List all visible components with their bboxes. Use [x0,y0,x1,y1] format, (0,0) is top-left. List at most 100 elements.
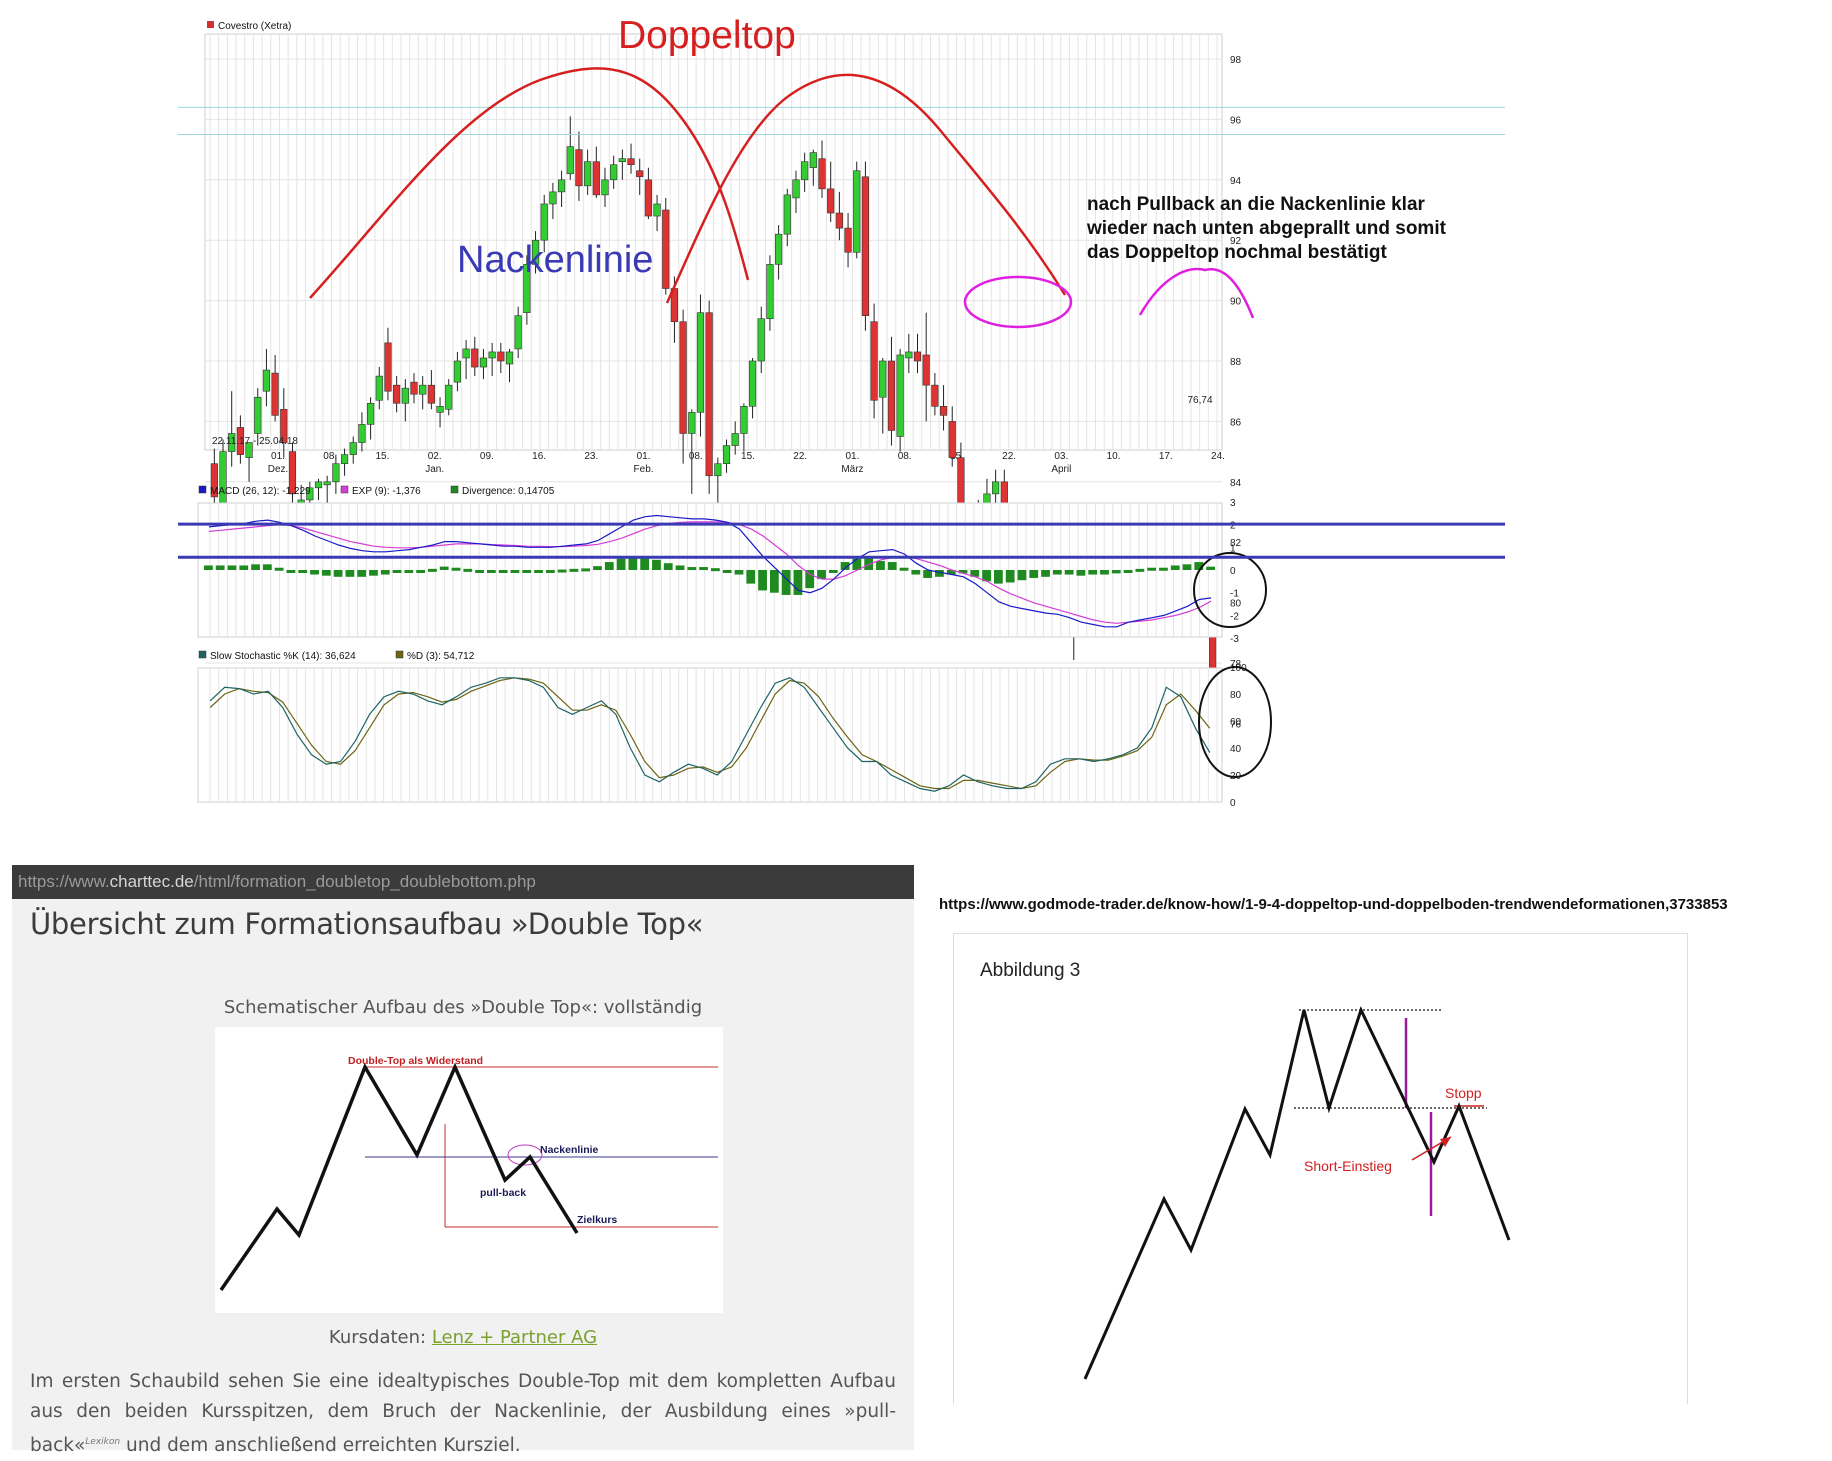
candle-body [592,161,600,196]
candle-body [748,360,757,407]
macd-histogram-bar [534,570,543,573]
candle-body [879,360,887,398]
macd-histogram-bar [675,565,685,570]
candle-body [853,170,861,253]
desc-part-2: und dem anschließend erreichten Kursziel… [120,1435,521,1457]
candle-body [636,170,644,178]
candle-body [783,194,791,235]
candle-body [618,158,626,162]
price-x-tick: 01. [845,451,859,462]
macd-histogram-bar [239,565,249,570]
price-y-tick: 98 [1230,55,1242,66]
stoch-y-tick: 80 [1230,690,1242,701]
macd-histogram-bar [864,557,874,570]
price-x-month: Feb. [634,464,654,475]
candle-body [523,264,531,313]
price-x-tick: 08. [323,451,337,462]
macd-y-tick: 1 [1230,543,1236,554]
candle-body [306,487,314,501]
macd-histogram-bar [204,565,213,570]
macd-histogram-bar [746,570,756,584]
macd-histogram-bar [1064,570,1074,575]
gm-price-path [1083,1005,1511,1380]
price-x-month: März [841,464,863,475]
candle-body [688,412,696,434]
source-link[interactable]: Lenz + Partner AG [431,1327,598,1348]
candle-body [297,499,305,504]
macd-histogram-bar [1111,570,1121,574]
macd-legend-label: MACD (26, 12): -1,229 [210,486,311,497]
candle-body [792,179,800,199]
price-x-tick: 08. [689,451,703,462]
schema-svg: Double-Top als Widerstand Nackenlinie pu… [219,1055,718,1291]
charttec-url-bar[interactable]: https://www.charttec.de/html/formation_d… [12,865,914,899]
candle-body [462,348,470,359]
schema-neckline-label: Nackenlinie [540,1144,599,1156]
price-y-tick: 82 [1230,538,1242,549]
macd-histogram-bar [887,562,897,570]
macd-histogram-bar [899,567,909,571]
schema-pullback-label: pull-back [480,1187,526,1199]
macd-histogram-bar [262,564,272,570]
price-y-tick: 90 [1230,297,1242,308]
macd-histogram-bar [1041,570,1050,577]
macd-histogram-bar [1123,570,1133,573]
macd-histogram-bar [628,556,638,570]
macd-histogram-bar [392,570,402,573]
macd-histogram-bar [652,559,661,570]
candle-body [245,442,253,458]
stoch-d-line [209,677,1211,790]
price-x-tick: 02. [428,451,442,462]
annotation-layer [178,67,1505,559]
macd-histogram-bar [1029,570,1039,578]
macd-histogram-bar [215,565,225,570]
macd-histogram-bar [416,570,426,573]
candle-body [827,188,835,214]
candle-body [775,233,783,265]
candle-body [505,351,514,365]
price-y-tick: 84 [1230,478,1242,489]
candle-body [818,158,826,190]
macd-histogram-bar [935,570,944,577]
price-x-tick: 22. [793,451,807,462]
stoch-y-tick: 60 [1230,717,1242,728]
candle-body [835,212,843,229]
macd-histogram-bar [498,570,508,573]
price-y-tick: 78 [1230,659,1242,670]
comment-line-3: das Doppeltop nochmal bestätigt [1087,242,1387,263]
price-x-month: April [1051,464,1071,475]
comment-line-1: nach Pullback an die Nackenlinie klar [1087,194,1425,215]
covestro-chart-composite: 76 78 80 82 84 86 88 90 92 94 96 98 01. Dez. 08. 15. 02.… [178,21,1505,809]
stoch-legend-swatch [395,650,404,659]
macd-histogram-bar [581,568,591,572]
price-y-tick: 92 [1230,236,1242,247]
candle-body [913,351,922,362]
stoch-legend-swatch [198,650,207,659]
macd-histogram-bar [380,570,390,575]
candle-body [905,351,913,359]
macd-histogram-bar [1147,567,1157,571]
candle-body [549,191,557,205]
macd-histogram-bar [557,569,567,573]
price-x-tick: 15. [741,451,755,462]
gm-short-label: Short-Einstieg [1304,1158,1392,1174]
candle-body [861,176,870,316]
lexikon-link[interactable]: Lexikon [85,1437,121,1447]
candle-body [714,463,722,477]
candle-body [427,384,435,404]
macd-histogram-bar [510,570,520,573]
candle-body [419,384,427,395]
price-legend-label: Covestro (Xetra) [218,21,291,32]
charttec-source: Kursdaten: Lenz + Partner AG [12,1327,914,1348]
macd-histogram-bar [404,570,414,573]
candle-body [514,315,522,350]
candle-body [254,396,262,434]
price-x-tick: 23. [584,451,598,462]
candle-body [922,354,930,386]
macd-histogram-bar [369,570,378,576]
macd-histogram-bar [828,570,838,573]
price-x-tick: 15. [950,451,964,462]
godmode-url[interactable]: https://www.godmode-trader.de/know-how/1… [939,896,1728,913]
stoch-legend-label: Slow Stochastic %K (14): 36,624 [210,651,356,662]
macd-histogram-bar [345,570,355,577]
